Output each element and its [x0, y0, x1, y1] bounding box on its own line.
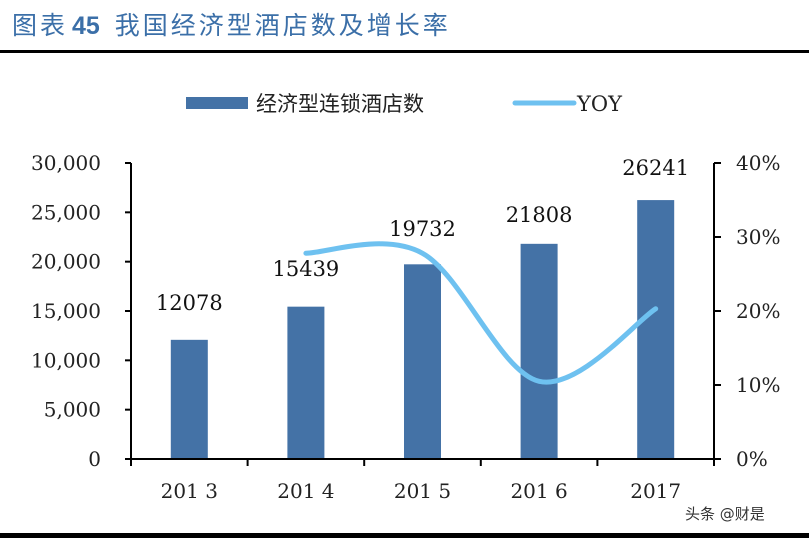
- right-tick-label: 10%: [736, 373, 780, 397]
- bar-2017: [637, 200, 675, 459]
- legend-line-label: YOY: [576, 92, 623, 116]
- bar-2015: [404, 264, 441, 459]
- bar-2016: [520, 243, 558, 459]
- bar-2014: [287, 306, 325, 459]
- left-tick-label: 30,000: [31, 151, 101, 175]
- right-tick-label: 30%: [736, 225, 780, 249]
- watermark: 头条 @财是: [685, 505, 765, 523]
- figure-title: 图表 45 我国经济型酒店数及增长率: [12, 6, 451, 42]
- figure-title-text: 我国经济型酒店数及增长率: [114, 11, 451, 40]
- legend-bar-swatch: [186, 97, 248, 109]
- left-tick-label: 20,000: [31, 250, 101, 274]
- category-label-2017: 2017: [630, 479, 681, 503]
- right-tick-label: 20%: [736, 299, 780, 323]
- category-label-2014: 201 4: [277, 479, 334, 503]
- left-tick-label: 25,000: [31, 200, 101, 224]
- data-label-2016: 21808: [506, 203, 573, 227]
- legend-bar-label: 经济型连锁酒店数: [256, 92, 424, 116]
- left-tick-label: 0: [88, 447, 101, 471]
- left-tick-label: 15,000: [31, 299, 101, 323]
- right-tick-label: 0%: [736, 447, 768, 471]
- left-tick-label: 10,000: [31, 348, 101, 372]
- category-label-2016: 201 6: [510, 479, 567, 503]
- figure-label: 图表: [12, 11, 69, 40]
- data-label-2013: 12078: [156, 291, 223, 315]
- category-label-2013: 201 3: [161, 479, 218, 503]
- figure-number: 45: [72, 12, 100, 40]
- left-tick-label: 5,000: [44, 398, 101, 422]
- bar-2013: [170, 339, 208, 459]
- bottom-rule: [0, 533, 809, 538]
- category-label-2015: 201 5: [394, 479, 451, 503]
- data-label-2014: 15439: [272, 257, 339, 281]
- data-label-2017: 26241: [622, 156, 689, 180]
- right-tick-label: 40%: [736, 151, 780, 175]
- yoy-line: [303, 241, 659, 385]
- data-label-2015: 19732: [389, 217, 456, 241]
- title-rule: [0, 50, 809, 53]
